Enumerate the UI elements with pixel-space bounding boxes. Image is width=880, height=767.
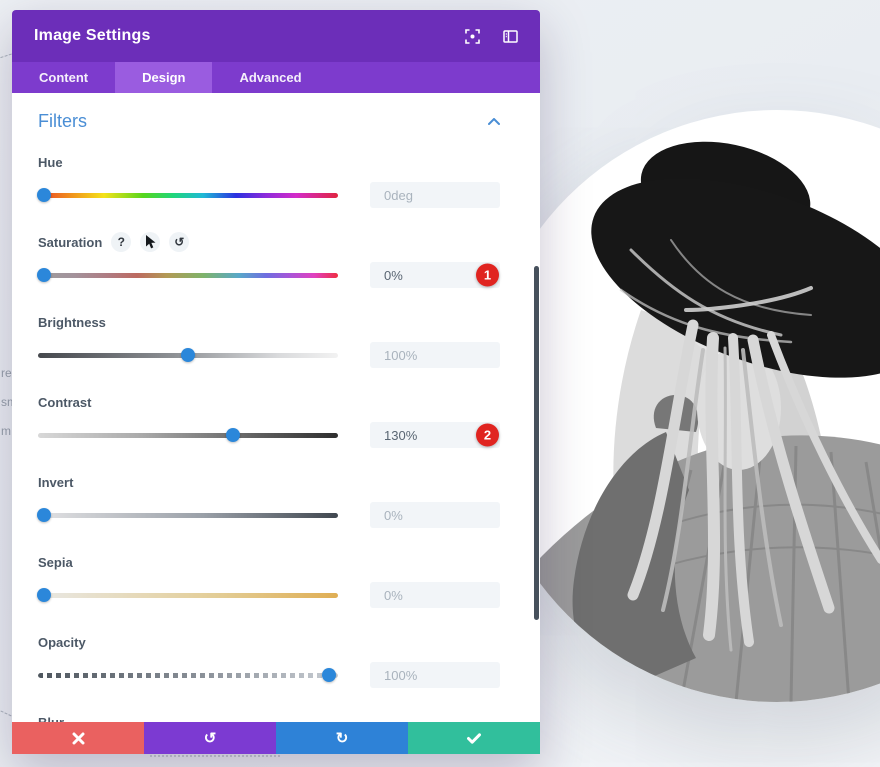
invert-value-input[interactable] [370,502,500,528]
layout-panel-icon[interactable] [502,28,518,44]
image-settings-modal: Image Settings Content Design Advanced [12,10,540,754]
image-preview-circle [481,110,880,702]
opacity-slider-handle[interactable] [322,668,336,682]
contrast-slider[interactable] [38,428,338,442]
dotted-guide-line [150,755,280,757]
step-badge-2: 2 [476,423,499,447]
saturation-slider-handle[interactable] [37,268,51,282]
contrast-slider-track [38,433,338,438]
dashed-guide-line [0,53,12,60]
page-text-fragment: m a [1,424,13,438]
page-text-fragment: rer [1,366,13,380]
focus-preview-icon[interactable] [464,28,480,44]
sepia-value-input[interactable] [370,582,500,608]
sepia-slider-handle[interactable] [37,588,51,602]
reset-icon[interactable]: ↺ [169,232,190,252]
contrast-label: Contrast [38,394,92,410]
portrait-woman-hat-illustration [511,141,880,702]
opacity-slider[interactable] [38,668,338,682]
undo-button[interactable]: ↺ [144,722,276,754]
modal-footer: ↺ ↻ [12,722,540,754]
brightness-label: Brightness [38,314,106,330]
filter-row-brightness: Brightness [38,314,500,368]
close-x-icon [72,732,84,744]
hue-slider[interactable] [37,188,338,202]
opacity-slider-track [38,673,338,678]
filter-row-saturation: Saturation ? ↺ 1 [37,232,500,288]
filter-row-sepia: Sepia [37,554,500,608]
sepia-slider[interactable] [37,588,338,602]
sepia-slider-track [38,593,338,598]
page-text-fragment: sm [1,395,13,409]
filter-row-invert: Invert [37,474,500,528]
tab-advanced[interactable]: Advanced [239,70,302,85]
filter-row-contrast: Contrast 2 [38,394,500,448]
hue-slider-track [38,193,338,198]
brightness-value-input[interactable] [370,342,500,368]
dashed-guide-line [0,708,12,717]
blur-label: Blur [38,714,64,723]
brightness-slider[interactable] [38,348,338,362]
undo-arrow-icon: ↺ [203,730,217,747]
chevron-up-icon[interactable] [488,118,500,125]
invert-slider[interactable] [37,508,338,522]
saturation-slider-track [38,273,338,278]
step-badge-1: 1 [476,263,499,287]
modal-header[interactable]: Image Settings [12,10,540,62]
save-button[interactable] [408,722,540,754]
invert-slider-track [38,513,338,518]
filter-row-hue: Hue [37,154,500,208]
opacity-label: Opacity [38,634,86,650]
filter-row-opacity: Opacity [38,634,500,688]
scrollbar-thumb[interactable] [534,266,539,620]
discard-button[interactable] [12,722,144,754]
redo-button[interactable]: ↻ [276,722,408,754]
modal-title: Image Settings [34,27,151,44]
help-icon[interactable]: ? [111,232,132,252]
hue-slider-handle[interactable] [37,188,51,202]
filters-section-title: Filters [38,111,87,131]
opacity-value-input[interactable] [370,662,500,688]
tab-design[interactable]: Design [115,62,213,93]
brightness-slider-handle[interactable] [181,348,195,362]
filters-section-toggle[interactable]: Filters [38,111,500,132]
saturation-slider[interactable] [37,268,338,282]
invert-slider-handle[interactable] [37,508,51,522]
modal-body: Filters Hue [12,93,540,722]
modal-tab-bar: Content Design Advanced [12,62,540,93]
sepia-label: Sepia [38,554,73,570]
filter-row-blur: Blur [38,714,500,723]
cursor-arrow-icon [140,232,161,252]
contrast-slider-handle[interactable] [226,428,240,442]
redo-arrow-icon: ↻ [335,730,349,747]
checkmark-icon [467,732,481,744]
hue-label: Hue [38,154,63,170]
hue-value-input[interactable] [370,182,500,208]
invert-label: Invert [38,474,74,490]
tab-content[interactable]: Content [39,70,89,85]
saturation-label: Saturation [38,234,103,250]
